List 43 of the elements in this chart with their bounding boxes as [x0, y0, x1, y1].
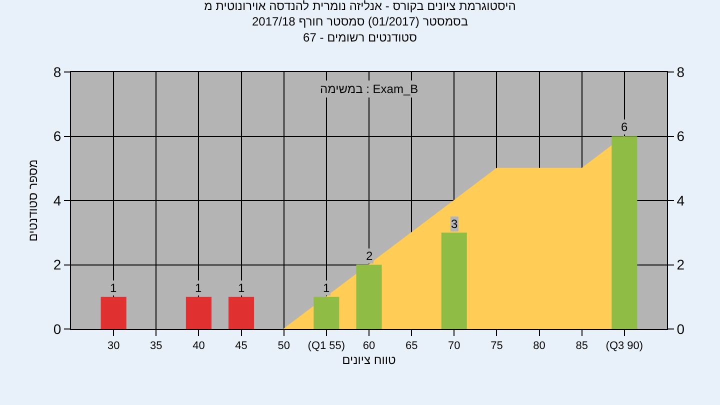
x-tick-label: 45 [235, 340, 248, 352]
data-label: 1 [110, 281, 117, 295]
data-label: 6 [621, 120, 628, 134]
x-tick-label: 30 [107, 340, 120, 352]
y-tick-label: 0 [53, 320, 62, 337]
x-tick-label: 40 [192, 340, 205, 352]
x-tick-label: 85 [576, 340, 588, 352]
bar [441, 232, 467, 329]
x-tick-label: 70 [448, 340, 460, 352]
y-tick-label: 2 [53, 256, 62, 273]
bar [100, 296, 126, 329]
bar [612, 136, 638, 329]
x-tick-label: 80 [533, 340, 546, 352]
data-label: 2 [366, 249, 373, 263]
x-tick-label: 35 [150, 340, 162, 352]
data-label: 1 [195, 281, 202, 295]
data-label: 1 [323, 281, 330, 295]
y2-tick-label: 8 [676, 64, 685, 80]
x-axis-title: טווח ציונים [342, 353, 396, 368]
y2-tick-label: 4 [676, 192, 685, 208]
bar [314, 296, 340, 329]
x-tick-label: 75 [490, 340, 503, 352]
annotation: במשימה : Exam_B [320, 82, 418, 96]
text: סטודנטים רשומים - 67 [303, 30, 417, 44]
y-axis-title: מספר סטודנטים [26, 159, 40, 242]
chart-title: היסטוגרמת ציונים בקורס - אנליזה נומרית להנדסה אוירונוטית מ [204, 0, 516, 14]
x-tick-label: 60 [362, 340, 376, 352]
x-tick-label: 65 [405, 340, 418, 352]
x-tick-label: (Q1 55) [308, 340, 346, 352]
data-label: 1 [238, 281, 245, 295]
bar [186, 296, 212, 329]
y-tick-label: 4 [53, 192, 62, 208]
y-tick-label: 6 [53, 128, 62, 144]
y-tick-label: 8 [53, 64, 62, 80]
x-tick-label: (Q3 90) [606, 340, 644, 352]
text: בסמסטר (01/2017) סמסטר חורף 2017/18 [252, 14, 468, 29]
data-label: 3 [451, 217, 458, 231]
bar [356, 264, 382, 329]
y2-tick-label: 0 [676, 320, 685, 337]
bar [228, 296, 254, 329]
y2-tick-label: 6 [676, 128, 685, 144]
y2-tick-label: 2 [676, 256, 685, 273]
x-tick-label: 50 [278, 340, 290, 352]
